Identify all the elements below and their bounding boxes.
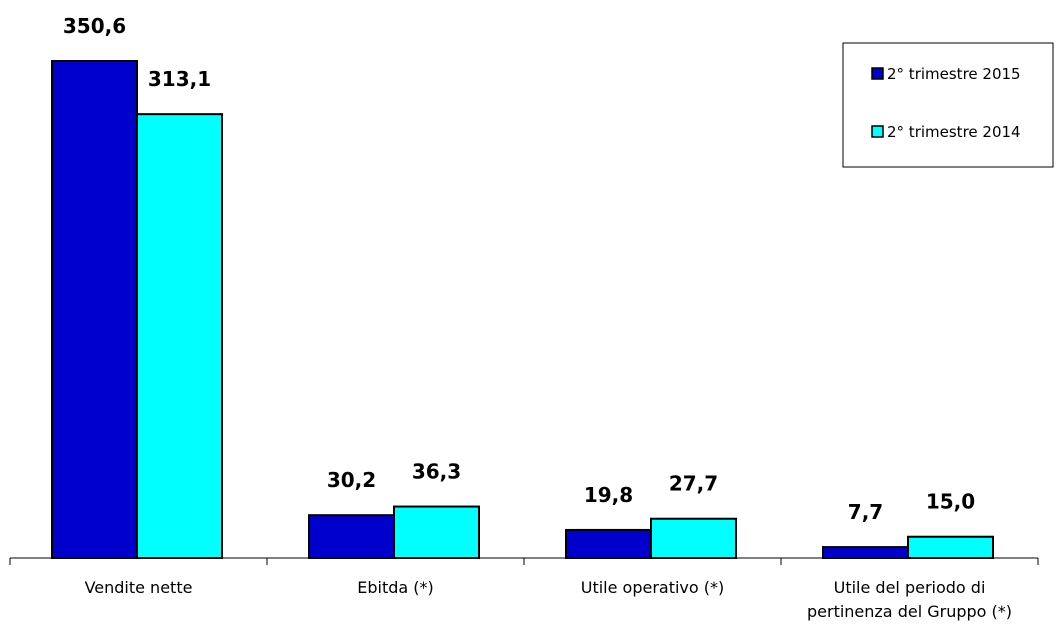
legend-swatch — [871, 125, 884, 138]
category-label: Ebitda (*) — [357, 578, 434, 597]
category-label: Utile del periodo di — [834, 578, 986, 597]
data-label: 30,2 — [327, 468, 376, 492]
category-label: pertinenza del Gruppo (*) — [807, 602, 1012, 621]
category-label: Vendite nette — [85, 578, 193, 597]
bar-series-1 — [822, 546, 909, 560]
value-labels: 350,6 313,1 30,2 36,3 19,8 27,7 7,7 15,0 — [63, 14, 975, 524]
data-label: 15,0 — [926, 490, 975, 514]
bar-series-1 — [565, 528, 652, 560]
category-label: Utile operativo (*) — [581, 578, 725, 597]
data-label: 313,1 — [148, 67, 211, 91]
legend-swatch — [871, 67, 884, 80]
bar-series-2 — [136, 113, 223, 559]
bars — [51, 60, 994, 560]
bar-series-1 — [308, 514, 395, 560]
category-labels: Vendite nette Ebitda (*) Utile operativo (… — [85, 578, 1012, 621]
data-label: 36,3 — [412, 460, 461, 484]
legend-box — [842, 42, 1054, 168]
legend-label: 2° trimestre 2015 — [887, 65, 1021, 83]
legend-label: 2° trimestre 2014 — [887, 123, 1021, 141]
bar-series-2 — [393, 505, 480, 559]
bar-series-2 — [650, 517, 737, 560]
data-label: 7,7 — [848, 500, 883, 524]
data-label: 350,6 — [63, 14, 126, 38]
data-label: 19,8 — [584, 483, 633, 507]
data-label: 27,7 — [669, 472, 718, 496]
bar-series-2 — [907, 535, 994, 559]
bar-series-1 — [51, 60, 138, 559]
x-axis — [9, 557, 1039, 565]
legend: 2° trimestre 2015 2° trimestre 2014 — [842, 42, 1054, 168]
